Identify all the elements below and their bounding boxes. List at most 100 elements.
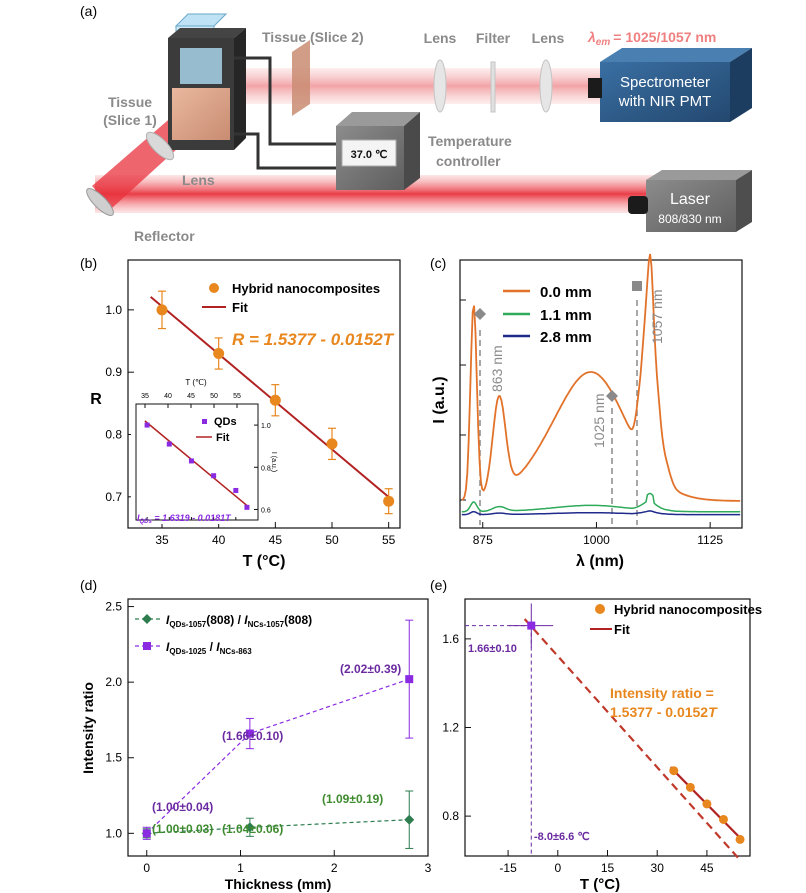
lens-1 [433,59,447,113]
plot-b-point [269,394,281,406]
plot-c-ticks: 875 1000 1125 [460,299,723,547]
inset-point [188,458,194,464]
plot-b-ticks: 35 40 45 50 55 0.7 0.8 0.9 1.0 [105,303,395,547]
temperature-label-1: Temperature [428,133,512,149]
label-e-x: -8.0±6.6 ℃ [534,831,590,843]
plot-e-point [669,766,679,776]
lens-1-label: Lens [424,30,457,46]
tissue-slice-1-label: Tissue [108,94,152,110]
lens-bottom [145,131,175,161]
plot-d-xtick-label: 2 [331,861,338,875]
plot-c-data [461,253,741,525]
spectrometer-label-1: Spectrometer [620,74,710,91]
plot-e-point-extrapolated [527,621,536,630]
spectrometer: Spectrometer with NIR PMT [588,48,752,122]
plot-b-point [383,495,395,507]
plot-d-frame [127,598,429,857]
spectrum-0.0mm [461,253,741,502]
plot-e-ytick-label: 1.6 [442,632,459,646]
legend-d-marker-0 [142,614,152,624]
plot-c-frame [459,259,743,529]
plot-e-point [702,799,712,809]
temperature-display: 37.0 ℃ [351,149,388,161]
plot-c-xtick-label: 875 [473,533,493,547]
legend-d-label-0: IQDs-1057(808) / INCs-1057(808) [166,613,312,629]
plot-e-ytick-label: 1.2 [442,721,459,735]
inset-right-tick-label: 0.8 [261,465,271,472]
inset-frame [135,403,259,521]
plot-b-xtick-label: 35 [155,533,169,547]
legend-d-marker-1 [143,642,151,650]
inset-top-tick-label: 40 [164,393,172,400]
label-d-1.00-green: (1.00±0.03) [152,822,213,836]
plot-d-data [141,619,415,849]
plot-d-ylabel: Intensity ratio [80,682,96,774]
plot-d-point-diamond [244,822,255,833]
cuvette-holder [168,13,246,150]
inset-equation: IQDs = 1.6319 - 0.0181T [137,513,232,525]
tissue-slice-2 [292,40,310,116]
filter [490,61,496,113]
panel-d: (d) 0 1 2 3 1.0 1.5 2.0 2.5 Thickness (mm) Inte… [80,577,432,892]
inset-top-tick-label: 50 [210,393,218,400]
plot-b-xtick-label: 40 [212,533,226,547]
temperature-label-2: controller [436,153,501,169]
panel-a: (a) Tissue (Slice 2) Tissue (Slice 1) Le… [80,3,752,244]
legend-c-label-0: 0.0 mm [540,284,592,301]
inset-xlabel: T (℃) [185,378,207,387]
inset-right-tick-label: 0.6 [261,507,271,514]
plot-b-equation: R = 1.5377 - 0.0152T [232,330,395,349]
plot-e-point [718,814,728,824]
legend-e-label-hybrid: Hybrid nanocomposites [614,602,762,617]
inset-top-tick-label: 45 [187,393,195,400]
spectrum-2.8mm [461,510,741,516]
inset-point [233,487,239,493]
wire-2 [234,132,336,170]
label-e-y: 1.66±0.10 [468,643,517,655]
plot-e-point [735,834,745,844]
panel-c: (c) 875 1000 1125 λ (nm) I (a.u.) 0.0 mm 1… [430,253,743,570]
inset-right-tick-label: 1.0 [261,423,271,430]
inset-ylabel: I (a.u.) [270,452,277,472]
legend-b-label-hybrid: Hybrid nanocomposites [232,281,380,296]
legend-b-marker-hybrid [209,283,219,293]
inset-ticks: 35 40 45 50 55 0.6 0.8 1.0 [141,393,271,520]
plot-e-frame [464,598,751,857]
panel-label-d: (d) [80,577,97,593]
wire-1 [234,56,336,146]
panel-label-e: (e) [430,577,447,593]
tissue-slice-1-sublabel: (Slice 1) [103,112,157,128]
plot-e-xtick-label: -15 [499,861,517,875]
panel-e: (e) -15 0 15 30 45 0.8 1.2 1.6 T (°C) Hybrid na… [430,577,762,893]
lens-2 [539,59,553,113]
plot-e-xtick-label: 30 [651,861,665,875]
plot-b-xtick-label: 50 [325,533,339,547]
plot-d-point-square [142,829,151,838]
legend-d-label-1: IQDs-1025 / INCs-863 [166,640,252,656]
plot-d-xtick-label: 1 [237,861,244,875]
plot-e-equation-1: Intensity ratio = [610,685,714,701]
plot-b-data [150,290,395,515]
plot-d-xlabel: Thickness (mm) [225,876,332,892]
panel-label-b: (b) [80,255,97,271]
lambda-label: λem = 1025/1057 nm [587,29,716,48]
plot-d-point-diamond [404,814,415,825]
panel-label-a: (a) [80,3,97,19]
tissue-slice-1 [172,88,230,140]
inset-point [244,504,250,510]
plot-e-extrapolation [523,618,741,861]
annotation-863: 863 nm [489,345,505,392]
spectrum-1.1mm [461,492,741,513]
inset-legend-qds: QDs [214,416,237,428]
plot-d-ytick-label: 1.5 [105,751,122,765]
inset-point [144,422,150,428]
plot-b-ytick-label: 0.8 [105,428,122,442]
tissue-slice-2-label: Tissue (Slice 2) [262,29,364,45]
plot-e-point [685,782,695,792]
plot-b-ytick-label: 0.7 [105,490,122,504]
reflector-label: Reflector [134,228,195,244]
plot-d-ytick-label: 2.5 [105,600,122,614]
lens-bottom-label: Lens [182,172,215,188]
panel-b: (b) 35 40 45 50 55 0.7 0.8 0.9 1.0 T (°C) R Hybr… [80,255,401,570]
